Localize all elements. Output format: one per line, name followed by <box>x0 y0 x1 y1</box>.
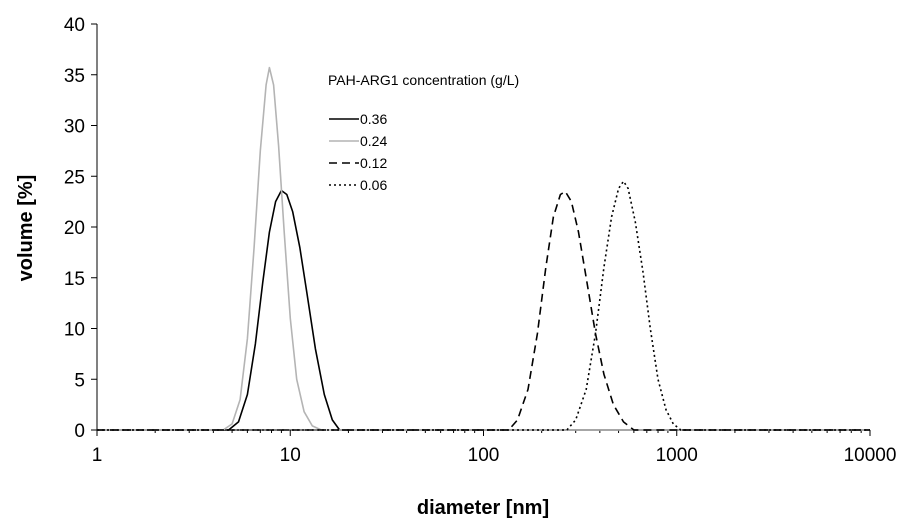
x-tick-label: 10000 <box>844 445 897 466</box>
x-tick-label: 100 <box>468 445 500 466</box>
legend: PAH-ARG1 concentration (g/L) 0.36 0.24 0.1… <box>328 72 519 193</box>
x-axis-title: diameter [nm] <box>417 497 549 519</box>
y-tick-label: 20 <box>64 218 85 239</box>
y-tick-label: 0 <box>74 421 85 442</box>
y-axis-ticks: 0 5 10 15 20 25 30 35 40 <box>64 15 97 442</box>
legend-label: 0.36 <box>360 111 387 127</box>
legend-label: 0.06 <box>360 177 387 193</box>
x-tick-label: 1000 <box>656 445 698 466</box>
x-tick-label: 10 <box>280 445 301 466</box>
y-tick-label: 35 <box>64 66 85 87</box>
y-tick-label: 5 <box>74 370 85 391</box>
plot-area: 0 5 10 15 20 25 30 35 40 1 10 100 1000 10000 <box>64 15 897 466</box>
legend-label: 0.24 <box>360 133 387 149</box>
y-tick-label: 15 <box>64 269 85 290</box>
y-tick-label: 10 <box>64 320 85 341</box>
legend-title: PAH-ARG1 concentration (g/L) <box>328 72 519 88</box>
series-lines <box>97 66 870 431</box>
x-axis-ticks: 1 10 100 1000 10000 <box>92 430 897 466</box>
y-tick-label: 30 <box>64 117 85 138</box>
series-line-0-12 <box>97 190 870 431</box>
series-line-0-36 <box>97 189 870 431</box>
series-line-0-24 <box>97 66 870 431</box>
y-tick-label: 40 <box>64 15 85 36</box>
x-tick-label: 1 <box>92 445 103 466</box>
y-tick-label: 25 <box>64 167 85 188</box>
y-axis-title: volume [%] <box>15 175 37 282</box>
legend-label: 0.12 <box>360 155 387 171</box>
series-line-0-06 <box>97 180 870 431</box>
legend-items: 0.36 0.24 0.12 0.06 <box>329 111 387 193</box>
